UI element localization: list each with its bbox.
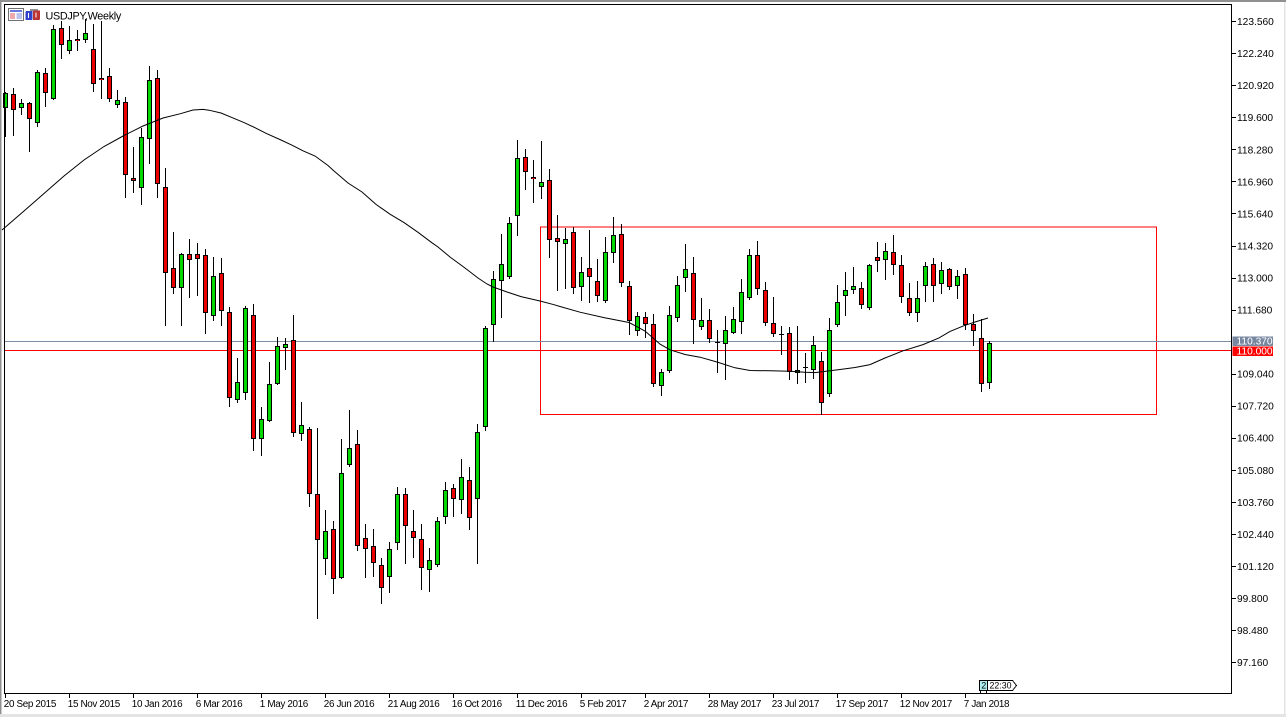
svg-text:11 Dec 2016: 11 Dec 2016 [516,699,568,710]
svg-text:10 Jan 2016: 10 Jan 2016 [132,699,183,710]
svg-text:99.800: 99.800 [1237,594,1268,605]
svg-text:116.960: 116.960 [1237,177,1273,188]
svg-text:114.320: 114.320 [1237,241,1273,252]
svg-text:102.440: 102.440 [1237,530,1274,541]
svg-text:103.760: 103.760 [1237,498,1274,509]
svg-text:21 Aug 2016: 21 Aug 2016 [388,699,440,710]
svg-text:101.120: 101.120 [1237,562,1274,573]
svg-text:120.920: 120.920 [1237,81,1274,92]
svg-text:17 Sep 2017: 17 Sep 2017 [836,699,888,710]
svg-text:23 Jul 2017: 23 Jul 2017 [772,699,819,710]
svg-text:110.000: 110.000 [1237,347,1273,358]
svg-text:1 May 2016: 1 May 2016 [260,699,309,710]
svg-text:26 Jun 2016: 26 Jun 2016 [324,699,375,710]
svg-text:97.160: 97.160 [1237,658,1268,669]
svg-text:20 Sep 2015: 20 Sep 2015 [4,699,57,710]
svg-text:22:30: 22:30 [990,681,1012,691]
svg-text:98.480: 98.480 [1237,626,1268,637]
svg-text:123.560: 123.560 [1237,17,1274,28]
svg-text:118.280: 118.280 [1237,145,1273,156]
svg-text:6 Mar 2016: 6 Mar 2016 [196,699,243,710]
svg-text:106.400: 106.400 [1237,434,1274,445]
svg-text:105.080: 105.080 [1237,466,1274,477]
svg-text:15 Nov 2015: 15 Nov 2015 [68,699,121,710]
svg-text:115.640: 115.640 [1237,209,1273,220]
svg-text:2: 2 [981,681,986,691]
svg-text:109.040: 109.040 [1237,370,1274,381]
svg-text:USDJPY,Weekly: USDJPY,Weekly [46,11,122,23]
svg-text:28 May 2017: 28 May 2017 [708,699,761,710]
svg-text:122.240: 122.240 [1237,49,1274,60]
svg-text:2 Apr 2017: 2 Apr 2017 [644,699,688,710]
svg-text:111.680: 111.680 [1237,306,1273,317]
svg-text:5 Feb 2017: 5 Feb 2017 [580,699,626,710]
svg-text:12 Nov 2017: 12 Nov 2017 [900,699,952,710]
svg-text:113.000: 113.000 [1237,274,1273,285]
svg-text:119.600: 119.600 [1237,113,1273,124]
svg-text:7 Jan 2018: 7 Jan 2018 [964,699,1010,710]
svg-text:110.370: 110.370 [1237,337,1273,348]
svg-text:16 Oct 2016: 16 Oct 2016 [452,699,503,710]
svg-text:107.720: 107.720 [1237,402,1274,413]
